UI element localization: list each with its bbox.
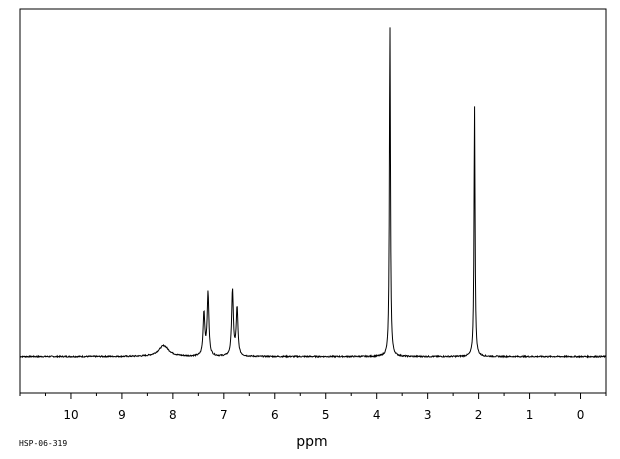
x-axis-tick-labels: 10 9 8 7 6 5 4 3 2 1 0	[63, 408, 584, 422]
x-tick-label: 4	[373, 408, 381, 422]
x-tick-label: 6	[271, 408, 279, 422]
x-axis-ticks	[19, 393, 607, 399]
x-tick-label: 5	[322, 408, 330, 422]
x-tick-label: 10	[63, 408, 78, 422]
x-tick-label: 3	[424, 408, 432, 422]
x-axis-title: ppm	[296, 434, 327, 450]
spectrum-trace	[19, 27, 607, 359]
x-tick-label: 2	[475, 408, 483, 422]
x-tick-label: 9	[118, 408, 126, 422]
x-tick-label: 7	[220, 408, 228, 422]
x-tick-label: 8	[169, 408, 177, 422]
x-tick-label: 0	[577, 408, 585, 422]
plot-frame	[19, 8, 607, 394]
x-tick-label: 1	[526, 408, 534, 422]
spectrum-code: HSP-06-319	[19, 439, 67, 448]
